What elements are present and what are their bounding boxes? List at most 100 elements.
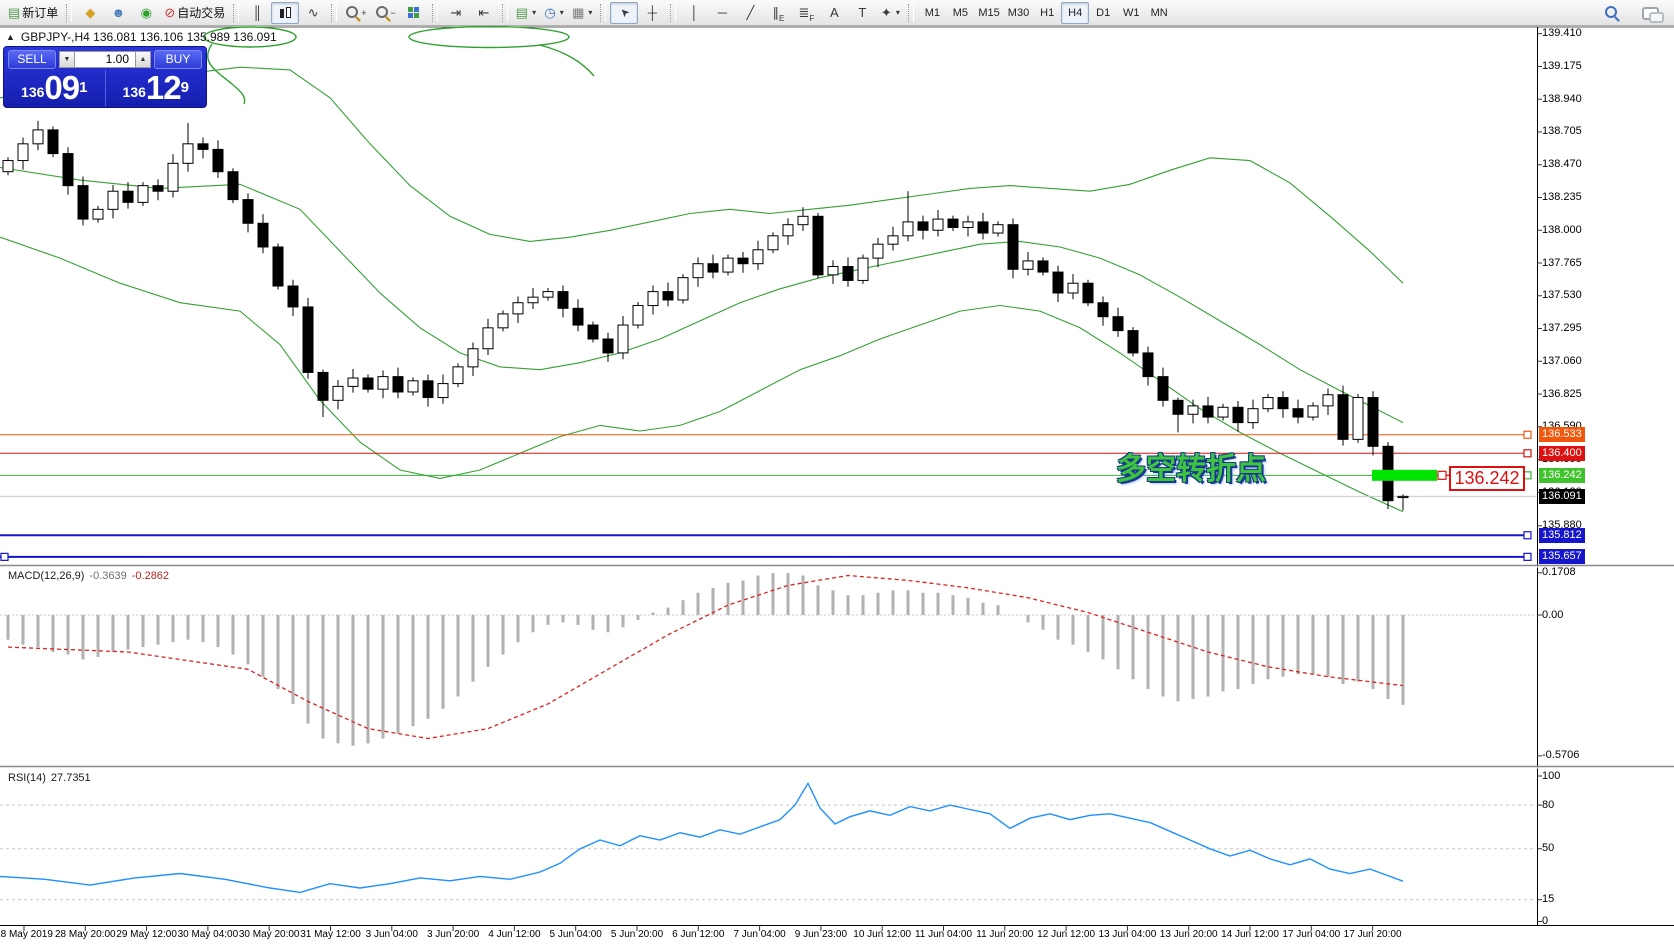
candle-body [1157,376,1169,401]
tf-d1-button[interactable]: D1 [1089,2,1117,24]
callout-anchor[interactable] [1437,470,1447,480]
tile-windows-button[interactable] [400,2,428,24]
buy-price-big: 12 [145,69,182,106]
sell-price-pip: 1 [79,79,88,96]
macd-main-value: -0.3639 [89,570,127,582]
tf-m30-button[interactable]: M30 [1004,2,1033,24]
candle-body [872,243,884,259]
macd-tick-label: 0.1708 [1542,566,1576,579]
buy-price-pip: 9 [180,79,189,96]
autotrade-button[interactable]: ⊘ 自动交易 [160,2,229,24]
candle-body [242,199,254,224]
periods-button[interactable]: ◷ ▾ [540,2,568,24]
buy-button[interactable]: BUY [154,49,202,69]
text-button[interactable]: A [820,2,848,24]
candle-body [992,224,1004,234]
trendline-icon: ╱ [746,4,755,20]
toolbar: ▤ 新订单 ◆ ☻ ◉ ⊘ 自动交易 ║ ∿ + − ⇥ ⇤ ▤ ▾ ◷ ▾ ▦ ▾ ➤ ┼ │ ─ ╱ ∥ E ≣ F A T ✦ ▾ M1 M… [0,0,1674,26]
line-handle[interactable] [0,552,9,561]
candle-body [1067,282,1079,294]
toolbar-separator [233,3,240,22]
candle-body [737,257,749,265]
tf-w1-button[interactable]: W1 [1117,2,1145,24]
line-handle[interactable] [1523,531,1532,540]
line-chart-button[interactable]: ∿ [299,2,327,24]
volume-down-button[interactable]: ▼ [59,50,75,68]
profile-icon: ☻ [111,5,126,20]
candle-body [1127,330,1139,354]
broadcast-button[interactable]: ◉ [132,2,160,24]
line-handle[interactable] [1523,552,1532,561]
sell-button[interactable]: SELL [8,49,56,69]
candle-body [1307,405,1319,418]
candle-body [1142,352,1154,378]
candle-body [1037,260,1049,273]
candle-body [227,171,239,201]
zoom-out-button[interactable]: − [371,2,400,24]
tf-h4-button-label: H4 [1068,6,1083,19]
macd-name: MACD(12,26,9) [8,570,85,582]
candlestick-button[interactable] [271,1,300,24]
vline-button[interactable]: │ [680,2,708,24]
macd-indicator-label: MACD(12,26,9) -0.3639 -0.2862 [8,570,169,582]
collapse-arrow-icon[interactable]: ▲ [6,32,15,42]
fibonacci-button[interactable]: ≣ F [792,2,820,24]
vline-icon: │ [690,5,699,20]
line-handle[interactable] [1523,471,1532,480]
cursor-button[interactable]: ➤ [610,1,639,24]
tf-h1-button[interactable]: H1 [1033,2,1061,24]
buy-price-base: 136 [122,84,146,100]
time-label: 12 Jun 12:00 [1037,929,1095,940]
volume-stepper[interactable]: ▼ 1.00 ▲ [59,50,151,68]
toolbar-separator [908,3,915,22]
bar-chart-button[interactable]: ║ [243,2,271,24]
candle-body [1022,260,1034,270]
chat-button[interactable] [1636,2,1664,24]
autotrade-icon: ⊘ [164,4,176,20]
highlight-bar[interactable] [1372,469,1437,481]
volume-value[interactable]: 1.00 [75,50,135,68]
eraser-button[interactable]: ◆ [76,2,104,24]
sell-price[interactable]: 136 09 1 [4,68,105,108]
trendline-button[interactable]: ╱ [736,2,764,24]
candle-body [1202,405,1214,418]
tf-m1-button[interactable]: M1 [918,2,946,24]
line-handle[interactable] [1523,449,1532,458]
auto-scroll-button[interactable]: ⇥ [442,2,470,24]
arrows-button[interactable]: ✦ ▾ [876,2,904,24]
price-callout-label[interactable]: 136.242 [1449,466,1525,491]
ink-ellipse [203,26,297,48]
tf-mn-button[interactable]: MN [1145,2,1173,24]
time-label: 9 Jun 23:00 [794,929,848,940]
candle-body [602,338,614,354]
hline-button[interactable]: ─ [708,2,736,24]
tf-m5-button[interactable]: M5 [946,2,974,24]
macd-signal-value: -0.2862 [131,570,170,582]
profile-button[interactable]: ☻ [104,2,132,24]
volume-up-button[interactable]: ▲ [135,50,151,68]
line-handle[interactable] [1523,430,1532,439]
new-order-button[interactable]: ▤ 新订单 [4,2,62,24]
templates-button[interactable]: ▦ ▾ [568,2,596,24]
candle-body [107,190,119,210]
candle-body [197,143,209,150]
chart-shift-button[interactable]: ⇤ [470,2,498,24]
time-label: 13 Jun 20:00 [1159,929,1218,940]
text-label-button[interactable]: T [848,2,876,24]
search-button[interactable] [1598,2,1626,24]
candle-body [122,190,134,203]
new-chart-button[interactable]: ▤ ▾ [512,2,540,24]
annotation-text[interactable]: 多空转折点 [1116,453,1266,486]
crosshair-button[interactable]: ┼ [638,2,666,24]
candle-body [542,291,554,298]
price-tick-label: 139.175 [1542,59,1582,72]
channel-button[interactable]: ∥ E [764,2,792,24]
tf-m15-button[interactable]: M15 [974,2,1003,24]
zoom-in-button[interactable]: + [341,2,370,24]
tf-h4-button[interactable]: H4 [1061,1,1090,24]
time-label: 5 Jun 20:00 [610,929,664,940]
candle-body [1352,397,1364,440]
buy-price[interactable]: 136 12 9 [106,68,207,108]
ink-ellipse [408,25,570,49]
